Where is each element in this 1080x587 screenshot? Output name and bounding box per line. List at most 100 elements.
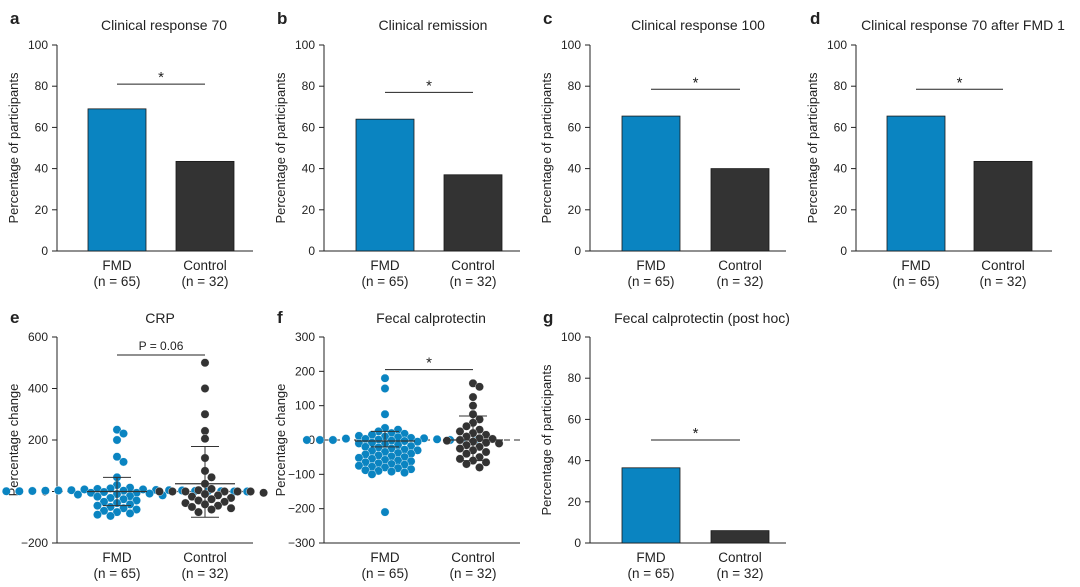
y-axis-label: Percentage of participants <box>6 72 21 224</box>
data-point-fmd <box>125 499 135 509</box>
y-tick-label: 100 <box>827 38 847 52</box>
y-tick-label: −200 <box>21 536 48 550</box>
panel-g: g Fecal calprotectin (post hoc) 0 20 40 60 80 1… <box>539 308 790 581</box>
data-point-control <box>233 487 242 496</box>
data-point-control <box>200 409 210 419</box>
x-n-label: (n = 65) <box>893 274 940 289</box>
panel-label: d <box>810 9 820 28</box>
panel-label: e <box>10 308 19 327</box>
x-n-label: (n = 32) <box>450 566 497 581</box>
data-point-fmd <box>106 493 115 503</box>
x-n-label: (n = 32) <box>182 274 229 289</box>
bar-fmd <box>355 118 415 252</box>
data-point-fmd <box>112 507 122 517</box>
data-point-control <box>200 434 210 444</box>
y-tick-label: 400 <box>28 382 48 396</box>
y-tick-label: 80 <box>35 79 49 93</box>
x-n-label: (n = 65) <box>628 566 675 581</box>
panel-label: a <box>10 9 20 28</box>
significance-label: * <box>957 74 963 91</box>
y-tick-label: 0 <box>574 536 581 550</box>
x-category-label: FMD <box>901 258 930 273</box>
data-point-control <box>155 487 164 496</box>
x-category-label: Control <box>451 258 495 273</box>
y-tick-label: 60 <box>834 120 848 134</box>
significance-label: P = 0.06 <box>139 339 184 353</box>
data-point-fmd <box>341 434 351 444</box>
data-point-control <box>213 501 223 511</box>
data-point-fmd <box>119 429 128 438</box>
data-point-fmd <box>361 465 370 475</box>
x-n-label: (n = 32) <box>450 274 497 289</box>
y-axis-label: Percentage of participants <box>273 72 288 224</box>
data-point-fmd <box>112 452 122 462</box>
data-point-control <box>488 434 497 444</box>
data-point-fmd <box>1 486 11 496</box>
y-tick-label: 40 <box>834 162 848 176</box>
data-point-fmd <box>132 496 141 505</box>
data-point-control <box>213 490 223 500</box>
bar-control <box>175 160 235 252</box>
data-point-fmd <box>112 435 122 445</box>
x-n-label: (n = 32) <box>717 274 764 289</box>
data-point-fmd <box>112 425 122 435</box>
data-point-fmd <box>93 492 102 502</box>
data-point-fmd <box>93 510 102 520</box>
bar-fmd <box>886 115 946 252</box>
panel-b: b Clinical remission 0 20 40 60 80 100 Percentag… <box>273 9 520 289</box>
significance-label: * <box>158 69 164 86</box>
data-point-control <box>200 384 210 393</box>
y-tick-label: 0 <box>41 244 48 258</box>
data-point-fmd <box>432 434 442 444</box>
y-tick-label: 20 <box>302 203 316 217</box>
data-point-fmd <box>367 469 377 479</box>
significance-label: * <box>426 355 432 372</box>
y-tick-label: 80 <box>302 79 316 93</box>
x-n-label: (n = 65) <box>362 274 409 289</box>
x-n-label: (n = 65) <box>94 566 141 581</box>
y-tick-label: 100 <box>28 38 48 52</box>
y-tick-label: 100 <box>561 330 581 344</box>
data-point-fmd <box>40 486 50 496</box>
x-n-label: (n = 65) <box>94 274 141 289</box>
data-point-fmd <box>132 505 141 514</box>
data-point-fmd <box>106 502 115 512</box>
panel-d: d Clinical response 70 after FMD 1 0 20 40 60… <box>805 9 1065 289</box>
data-point-fmd <box>119 457 128 467</box>
y-tick-label: 300 <box>295 330 315 344</box>
panel-label: g <box>543 308 553 327</box>
data-point-control <box>259 488 268 498</box>
data-point-control <box>462 421 471 431</box>
x-category-label: Control <box>718 550 762 565</box>
y-tick-label: 0 <box>308 244 315 258</box>
data-point-control <box>246 487 255 496</box>
data-point-fmd <box>73 490 83 499</box>
chart-title: CRP <box>145 310 175 326</box>
data-point-control <box>207 494 216 504</box>
data-point-control <box>187 502 197 512</box>
data-point-fmd <box>67 485 76 495</box>
x-n-label: (n = 65) <box>362 566 409 581</box>
y-tick-label: 20 <box>35 203 49 217</box>
panel-c: c Clinical response 100 0 20 40 60 80 100 Percen… <box>539 9 786 289</box>
data-point-control <box>481 438 491 448</box>
data-point-control <box>207 505 216 514</box>
significance-label: * <box>426 77 432 94</box>
panel-label: b <box>277 9 287 28</box>
data-point-control <box>200 426 210 436</box>
panel-label: c <box>543 9 552 28</box>
bar-control <box>973 160 1033 252</box>
y-axis-label: Percentage of participants <box>539 72 554 224</box>
y-tick-label: 40 <box>568 454 582 468</box>
y-tick-label: 200 <box>295 364 315 378</box>
data-point-fmd <box>380 507 390 517</box>
y-tick-label: 0 <box>308 433 315 447</box>
bar-control <box>710 530 770 544</box>
y-tick-label: 100 <box>295 399 315 413</box>
y-tick-label: 60 <box>35 120 49 134</box>
data-point-control <box>207 472 216 482</box>
y-tick-label: 60 <box>568 412 582 426</box>
data-point-control <box>226 493 236 503</box>
significance-label: * <box>693 74 699 91</box>
